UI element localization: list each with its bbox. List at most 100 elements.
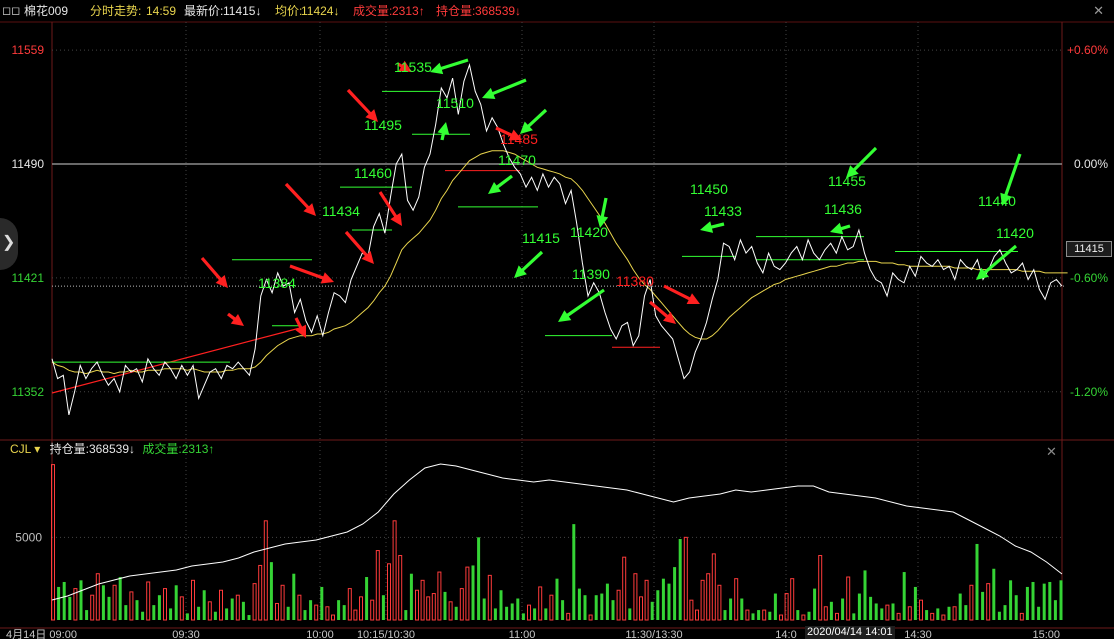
price-tick-label: 11421	[12, 271, 45, 285]
volume-bar	[555, 578, 559, 620]
volume-bar	[594, 595, 598, 620]
red-arrow	[649, 300, 676, 324]
volume-bar	[207, 601, 212, 621]
volume-bar	[1053, 600, 1057, 620]
volume-bar	[247, 615, 251, 620]
red-arrow	[284, 182, 316, 216]
volume-bar	[90, 594, 95, 621]
oi-label: 持仓量:	[49, 442, 89, 456]
red-arrow	[294, 317, 306, 338]
green-arrow	[596, 197, 609, 228]
red-price-label: 11485	[500, 131, 538, 147]
volume-bar	[398, 555, 403, 621]
volume-bar	[992, 568, 996, 620]
red-arrow	[495, 126, 522, 141]
volume-bar	[527, 604, 531, 621]
current-time: 14:59	[146, 4, 177, 18]
volume-bar	[857, 593, 861, 620]
volume-bar	[757, 610, 761, 620]
volume-bar	[807, 611, 811, 620]
quote-header-bar: ◻◻ 棉花009 分时走势: 14:59 最新价: 11415↓ 均价: 114…	[0, 0, 1114, 22]
volume-bar	[420, 579, 425, 621]
open-interest-line	[51, 463, 1063, 601]
close-panel-icon[interactable]: ✕	[1046, 444, 1057, 459]
volume-bar	[981, 591, 985, 620]
volume-bar	[572, 524, 576, 620]
volume-bar	[342, 605, 346, 620]
volume-bar	[947, 606, 951, 620]
green-arrow	[558, 288, 605, 322]
volume-bar	[616, 589, 621, 621]
volume-bar	[952, 606, 957, 621]
volume-bar	[936, 608, 940, 620]
last-price-value: 11415↓	[223, 4, 262, 18]
volume-bar	[1059, 580, 1063, 620]
volume-bar	[169, 608, 173, 620]
volume-bar	[964, 605, 968, 620]
volume-bar	[622, 556, 627, 621]
close-icon[interactable]: ✕	[1093, 3, 1104, 18]
volume-bar	[639, 596, 643, 621]
volume-bar	[331, 614, 335, 621]
volume-bar	[813, 588, 817, 620]
volume-bar	[561, 600, 565, 620]
time-tick-label: 10:15/10:30	[357, 629, 415, 639]
volume-bar	[252, 583, 257, 621]
volume-bar	[493, 608, 497, 620]
volume-bar	[588, 614, 593, 621]
green-price-label: 11470	[498, 152, 536, 168]
volume-bar	[533, 608, 537, 620]
indicator-selector[interactable]: CJL ▾	[10, 442, 41, 456]
chevron-right-icon: ❯	[2, 234, 16, 251]
time-tick-label: 09:30	[172, 629, 200, 639]
volume-bar	[711, 553, 716, 621]
chart-switch-icon[interactable]: ◻◻	[2, 5, 21, 17]
volume-bar	[225, 608, 229, 620]
volume-bar	[695, 609, 699, 621]
time-tick-label: 4月14日 09:00	[6, 629, 77, 639]
volume-bar	[729, 598, 733, 620]
volume-bar	[790, 578, 795, 621]
volume-bar	[566, 612, 571, 621]
volume-bar	[1019, 612, 1024, 621]
volume-bar	[499, 590, 503, 620]
volume-bar	[667, 583, 671, 620]
price-tick-label: 11352	[12, 385, 45, 399]
volume-bar	[118, 577, 122, 620]
red-arrow	[227, 312, 244, 326]
volume-bar	[375, 550, 380, 621]
green-arrow	[437, 122, 450, 141]
volume-bar	[818, 555, 823, 621]
volume-bar	[286, 606, 290, 620]
volume-label: 成交量:	[353, 4, 393, 18]
volume-bar	[51, 464, 55, 621]
volume-bar	[62, 581, 66, 620]
volume-bar	[219, 589, 223, 621]
green-arrow	[514, 250, 544, 278]
green-price-label: 11495	[364, 117, 402, 133]
volume-bar	[544, 608, 548, 620]
volume-bar	[1014, 595, 1018, 620]
red-arrow	[663, 284, 700, 304]
volume-bar	[863, 570, 867, 620]
green-price-label: 11440	[978, 193, 1016, 209]
volume-bar	[745, 609, 750, 621]
oi-value: 368539↓	[88, 442, 135, 456]
volume-bar	[521, 613, 525, 620]
green-arrow	[482, 78, 527, 99]
volume-bar	[107, 596, 111, 620]
volume-value: 2313↑	[392, 4, 425, 18]
volume-bar	[197, 606, 201, 620]
volume-bar	[975, 543, 979, 620]
crosshair-time-tooltip: 2020/04/14 14:01	[805, 626, 895, 639]
volume-bar	[157, 595, 161, 620]
volume-bar	[275, 602, 279, 621]
volume-bar	[880, 608, 884, 620]
volume-bar	[600, 593, 604, 620]
volume-bar	[605, 583, 609, 620]
volume-bar	[263, 520, 268, 621]
collapse-side-button[interactable]: ❯	[0, 218, 18, 270]
volume-bar	[459, 588, 464, 621]
current-price-tag: 11415	[1066, 241, 1112, 257]
volume-bar	[269, 562, 273, 620]
